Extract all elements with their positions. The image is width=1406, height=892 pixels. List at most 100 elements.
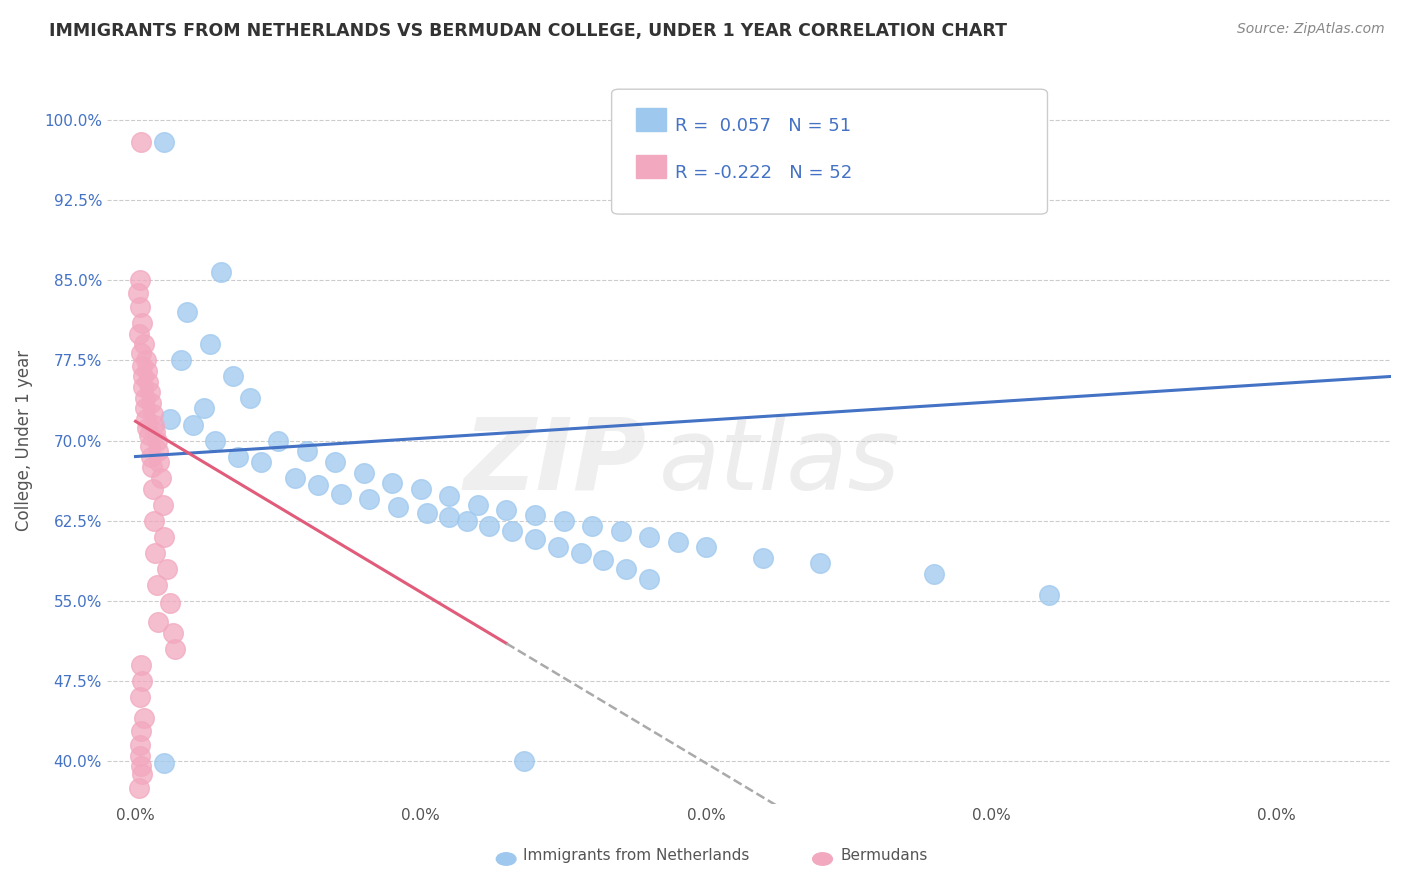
Point <box>142 407 165 421</box>
Point <box>226 450 249 464</box>
Text: R =  0.057   N = 51: R = 0.057 N = 51 <box>675 117 851 135</box>
Point <box>146 434 169 448</box>
Point <box>193 401 215 416</box>
Point <box>135 353 157 368</box>
Point <box>695 541 717 555</box>
Point <box>165 641 187 656</box>
Point <box>250 455 273 469</box>
Point <box>153 135 176 149</box>
Point <box>132 337 155 351</box>
Point <box>638 573 661 587</box>
Point <box>131 673 153 688</box>
Point <box>145 577 167 591</box>
Point <box>134 401 156 416</box>
Point <box>127 286 149 301</box>
Point <box>478 519 501 533</box>
Point <box>138 428 160 442</box>
Point <box>139 439 162 453</box>
Point <box>153 756 176 770</box>
Point <box>267 434 290 448</box>
Text: atlas: atlas <box>659 414 901 511</box>
Point <box>136 421 159 435</box>
Point <box>409 482 432 496</box>
Point <box>128 300 150 314</box>
Point <box>159 412 181 426</box>
Point <box>752 551 775 566</box>
Point <box>295 444 318 458</box>
Point <box>553 514 575 528</box>
Point <box>666 535 689 549</box>
Point <box>467 498 489 512</box>
Point <box>153 530 176 544</box>
Point <box>614 562 637 576</box>
Point <box>131 316 153 330</box>
Point <box>381 476 404 491</box>
Point <box>145 546 167 560</box>
Point <box>501 524 523 539</box>
Point <box>156 562 179 576</box>
Text: IMMIGRANTS FROM NETHERLANDS VS BERMUDAN COLLEGE, UNDER 1 YEAR CORRELATION CHART: IMMIGRANTS FROM NETHERLANDS VS BERMUDAN … <box>49 22 1007 40</box>
Point <box>146 615 169 629</box>
Point <box>329 487 352 501</box>
Point <box>387 500 409 514</box>
Point <box>523 532 546 546</box>
Point <box>129 657 152 672</box>
Text: ZIP: ZIP <box>463 414 647 511</box>
Point <box>141 396 163 410</box>
Point <box>136 375 159 389</box>
Point <box>129 724 152 739</box>
Point <box>129 690 152 704</box>
Point <box>307 478 329 492</box>
Point <box>808 557 831 571</box>
Point <box>569 546 592 560</box>
Point <box>135 364 157 378</box>
Point <box>128 780 150 795</box>
Point <box>134 391 156 405</box>
Point <box>512 754 534 768</box>
Point <box>150 471 173 485</box>
Y-axis label: College, Under 1 year: College, Under 1 year <box>15 350 32 531</box>
Point <box>129 759 152 773</box>
Point <box>141 460 163 475</box>
Text: R = -0.222   N = 52: R = -0.222 N = 52 <box>675 164 852 182</box>
Point <box>439 489 461 503</box>
Point <box>145 425 167 439</box>
Point <box>176 305 198 319</box>
Point <box>128 748 150 763</box>
Point <box>495 503 517 517</box>
Point <box>353 466 375 480</box>
Point <box>129 738 152 752</box>
Point <box>239 391 262 405</box>
Point <box>148 455 170 469</box>
Point <box>221 369 243 384</box>
Point <box>159 596 181 610</box>
Point <box>129 135 152 149</box>
Text: Bermudans: Bermudans <box>841 847 928 863</box>
Point <box>209 265 232 279</box>
Point <box>162 625 184 640</box>
Text: Source: ZipAtlas.com: Source: ZipAtlas.com <box>1237 22 1385 37</box>
Point <box>439 510 461 524</box>
Point <box>609 524 631 539</box>
Point <box>129 346 152 360</box>
Point <box>1038 588 1060 602</box>
Point <box>142 482 165 496</box>
Point <box>139 450 162 464</box>
Point <box>135 412 157 426</box>
Point <box>456 514 478 528</box>
Point <box>131 359 153 373</box>
Point <box>581 519 603 533</box>
Point <box>132 711 155 725</box>
Point <box>170 353 193 368</box>
Point <box>148 444 170 458</box>
Point <box>131 766 153 780</box>
Point <box>924 567 946 582</box>
Point <box>139 385 162 400</box>
Text: Immigrants from Netherlands: Immigrants from Netherlands <box>523 847 749 863</box>
Point <box>415 506 437 520</box>
Point <box>204 434 226 448</box>
Point <box>132 380 155 394</box>
Point <box>181 417 204 432</box>
Point <box>129 273 152 287</box>
Point <box>592 553 614 567</box>
